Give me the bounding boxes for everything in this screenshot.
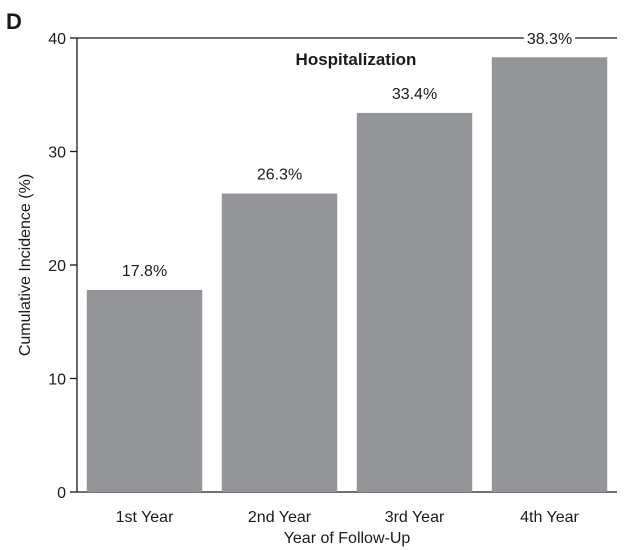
bar [491,57,608,493]
y-ticks: 0 10 20 30 40 [48,31,77,502]
bar [356,112,473,492]
y-tick-label: 30 [48,145,66,162]
x-category-labels: 1st Year 2nd Year 3rd Year 4th Year [116,509,580,526]
data-label: 38.3% [527,31,572,48]
y-tick-label: 40 [48,31,66,48]
bar [86,289,203,492]
y-tick-label: 0 [57,485,66,502]
data-label: 26.3% [257,166,302,183]
data-labels: 17.8% 26.3% 33.4% 38.3% [122,31,572,280]
x-category-label: 4th Year [520,509,579,526]
data-label: 33.4% [392,86,437,103]
x-category-label: 2nd Year [248,509,312,526]
bar [221,193,338,492]
chart-title: Hospitalization [296,50,417,69]
y-tick-label: 20 [48,258,66,275]
data-label: 17.8% [122,263,167,280]
x-category-label: 1st Year [116,509,175,526]
y-tick-label: 10 [48,372,66,389]
panel-label: D [6,9,22,34]
y-axis-label: Cumulative Incidence (%) [17,174,34,356]
x-category-label: 3rd Year [385,509,445,526]
x-axis-label: Year of Follow-Up [284,530,411,547]
bars [86,57,608,493]
